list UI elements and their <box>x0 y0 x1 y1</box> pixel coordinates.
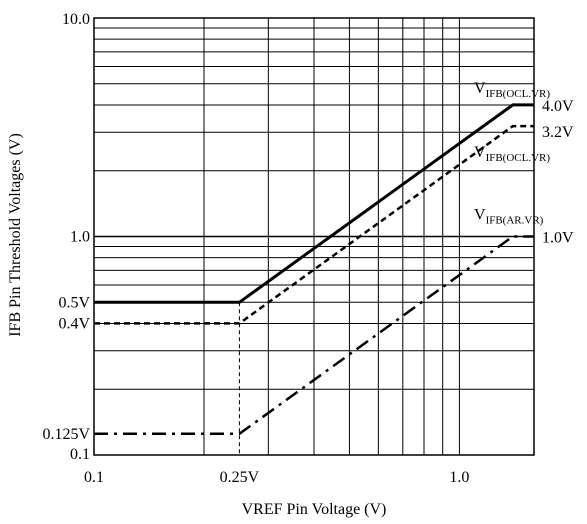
grid <box>94 18 534 455</box>
x-tick-label: 1.0 <box>449 469 469 486</box>
y-axis-label: IFB Pin Threshold Voltages (V) <box>7 133 24 337</box>
series-end-value-label: 4.0V <box>542 98 574 115</box>
series-name-label: VIFB(OCL.VR) <box>474 144 550 164</box>
x-tick-label: 0.25V <box>220 469 260 486</box>
x-tick-label: 0.1 <box>84 469 104 486</box>
tick-labels: 0.1 0.25V 1.0 0.1 0.125V 0.4V 0.5V 1.0 10.0 <box>42 11 469 486</box>
y-tick-label: 0.4V <box>58 315 90 332</box>
series-ar-dashdot <box>94 235 534 436</box>
series-group <box>94 103 534 436</box>
y-tick-label: 0.1 <box>70 446 90 463</box>
series-end-value-label: 3.2V <box>542 124 574 141</box>
y-tick-label: 1.0 <box>70 229 90 246</box>
y-tick-label: 0.5V <box>58 294 90 311</box>
y-tick-label: 10.0 <box>62 11 90 28</box>
plot-frame <box>93 17 535 456</box>
series-ocl-dashed <box>94 124 534 325</box>
series-end-value-label: 1.0V <box>542 230 574 247</box>
x-axis-label: VREF Pin Voltage (V) <box>242 501 387 518</box>
series-name-label: VIFB(AR.VR) <box>474 207 544 227</box>
series-ocl-solid <box>94 103 534 304</box>
y-tick-label: 0.125V <box>42 426 90 443</box>
series-name-label: VIFB(OCL.VR) <box>474 80 550 100</box>
